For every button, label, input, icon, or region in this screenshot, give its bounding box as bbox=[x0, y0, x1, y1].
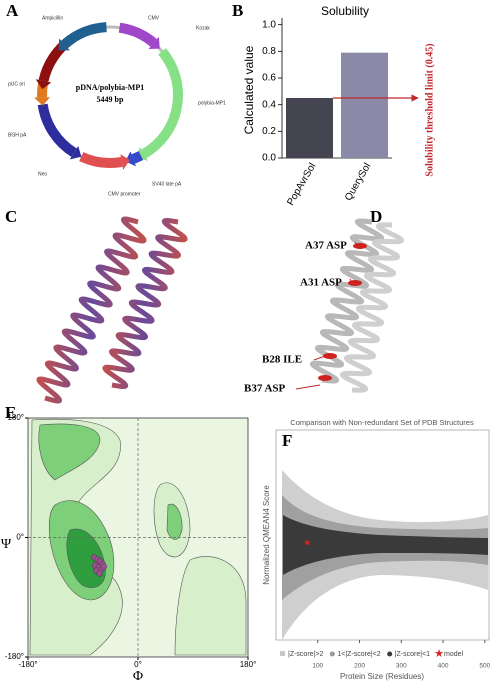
legend-marker bbox=[387, 651, 393, 657]
y-tick-label: 0° bbox=[16, 533, 24, 542]
plasmid-arrowhead bbox=[35, 79, 52, 90]
legend-marker: ★ bbox=[434, 648, 444, 660]
plasmid-feature bbox=[37, 103, 77, 157]
feature-label: Neo bbox=[38, 171, 47, 177]
y-axis-label: Ψ bbox=[1, 537, 12, 552]
legend-label: |Z-score|>2 bbox=[288, 651, 323, 658]
panel-letter: B bbox=[232, 1, 243, 20]
highlight-residue bbox=[318, 375, 332, 381]
x-tick-label: 100 bbox=[312, 663, 323, 670]
label-leader bbox=[349, 278, 353, 284]
feature-label: CMV bbox=[148, 15, 160, 21]
bar bbox=[286, 98, 333, 158]
x-tick-label: 180° bbox=[240, 660, 257, 669]
panel-letter: E bbox=[5, 403, 16, 422]
plasmid-arrowhead bbox=[148, 36, 160, 50]
y-tick-label: 0.2 bbox=[262, 126, 276, 137]
x-tick-label: 200 bbox=[354, 663, 365, 670]
point bbox=[96, 570, 103, 577]
region-favored bbox=[166, 503, 183, 540]
feature-label: Ampicillin bbox=[42, 15, 63, 21]
x-tick-label: 300 bbox=[396, 663, 407, 670]
plasmid-arrowhead bbox=[58, 38, 70, 51]
highlight-residue bbox=[353, 243, 367, 249]
chart-title: Comparison with Non-redundant Set of PDB… bbox=[290, 418, 474, 427]
highlight-residue bbox=[348, 280, 362, 286]
plasmid-arrowhead bbox=[34, 97, 51, 106]
x-tick-label: -180° bbox=[18, 660, 37, 669]
legend-marker bbox=[280, 651, 285, 656]
x-axis-label: Φ bbox=[133, 669, 143, 684]
x-tick-label: 400 bbox=[438, 663, 449, 670]
label-leader bbox=[295, 384, 321, 390]
helix-ribbon bbox=[309, 218, 385, 384]
y-axis-label: Calculated value bbox=[242, 45, 256, 134]
label-leader bbox=[313, 355, 326, 361]
x-tick-label: 500 bbox=[479, 663, 490, 670]
plasmid-arrowhead bbox=[69, 145, 82, 160]
panel-c: C bbox=[5, 207, 188, 404]
feature-label: polybia-MP1 bbox=[198, 100, 226, 106]
residue-label: B37 ASP bbox=[244, 383, 286, 395]
point bbox=[100, 563, 107, 570]
panel-f: F Comparison with Non-redundant Set of PD… bbox=[262, 418, 491, 681]
x-tick-label: PopAvrSol bbox=[285, 161, 318, 207]
feature-label: Kozak bbox=[196, 25, 210, 31]
panel-b: B Solubility Calculated value 0.0 0.2 0.4 0.6 0… bbox=[232, 1, 435, 208]
legend-label: 1<|Z-score|<2 bbox=[337, 651, 380, 658]
plasmid-feature bbox=[141, 48, 183, 159]
legend-label: model bbox=[444, 651, 464, 658]
feature-label: BGH pA bbox=[8, 132, 27, 138]
y-tick-label: 0.4 bbox=[262, 99, 276, 110]
helix-ribbon bbox=[36, 216, 147, 404]
plasmid-arrowhead bbox=[125, 151, 136, 167]
plasmid-feature bbox=[118, 22, 157, 47]
y-tick-label: 1.0 bbox=[262, 19, 276, 30]
panel-e: E -180° 0° 180° -180° 0° 180° Φ Ψ bbox=[1, 403, 256, 684]
y-tick-label: 0.0 bbox=[262, 153, 276, 164]
residue-label: A37 ASP bbox=[305, 240, 347, 252]
plasmid-feature bbox=[131, 151, 144, 164]
region-allowed bbox=[174, 556, 247, 656]
y-tick-label: 0.6 bbox=[262, 73, 276, 84]
panel-d: D A37 ASP A31 ASP B28 ILE B37 ASP bbox=[244, 207, 405, 395]
plasmid-arrowhead bbox=[120, 154, 130, 170]
bar bbox=[341, 52, 388, 158]
region-favored bbox=[38, 423, 101, 481]
helix-ribbon bbox=[102, 218, 188, 389]
highlight-residue bbox=[323, 353, 337, 359]
panel-letter: C bbox=[5, 207, 17, 226]
plasmid-feature bbox=[79, 152, 123, 168]
helix-ribbon bbox=[339, 222, 405, 393]
x-axis-label: Protein Size (Residues) bbox=[340, 672, 424, 681]
annotation: Solubility threshold limit (0.45) bbox=[424, 43, 435, 176]
residue-label: B28 ILE bbox=[262, 354, 302, 366]
chart-title: Solubility bbox=[321, 4, 369, 18]
label-leader bbox=[354, 241, 358, 247]
feature-label: pUC ori bbox=[8, 81, 25, 87]
y-tick-label: 0.8 bbox=[262, 46, 276, 57]
y-axis-label: Normalized QMEAN4 Score bbox=[262, 485, 271, 585]
plasmid-name: pDNA/polybia-MP1 bbox=[76, 83, 144, 92]
feature-label: SV40 late pA bbox=[152, 181, 182, 187]
legend-marker bbox=[329, 651, 335, 657]
panel-letter: F bbox=[282, 431, 292, 450]
panel-letter: D bbox=[370, 207, 382, 226]
feature-label: CMV promoter bbox=[108, 191, 141, 197]
point-cloud-core bbox=[283, 515, 488, 575]
plasmid-feature bbox=[61, 22, 107, 49]
panel-letter: A bbox=[6, 1, 19, 20]
model-point: ★ bbox=[303, 537, 311, 547]
legend-label: |Z-score|<1 bbox=[395, 651, 430, 658]
x-tick-label: 0° bbox=[134, 660, 142, 669]
y-tick-label: 180° bbox=[7, 413, 24, 422]
plasmid-size: 5449 bp bbox=[97, 95, 124, 104]
residue-label: A31 ASP bbox=[300, 277, 342, 289]
x-tick-label: QuerySol bbox=[343, 161, 373, 203]
y-tick-label: -180° bbox=[5, 652, 24, 661]
